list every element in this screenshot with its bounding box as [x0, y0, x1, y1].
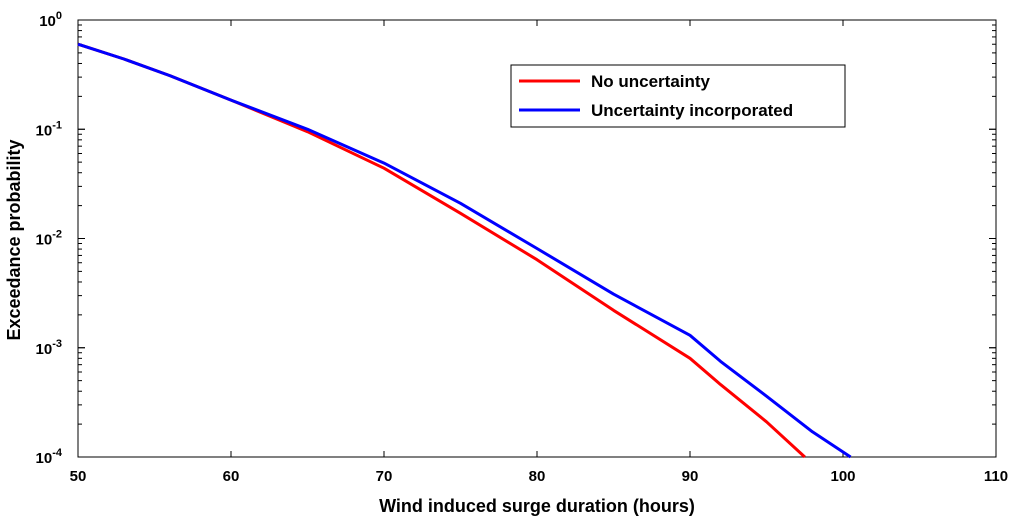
x-tick-label: 80 [529, 468, 546, 485]
y-axis-label: Exceedance probability [4, 139, 24, 340]
x-tick-label: 100 [830, 468, 855, 485]
y-tick-labels: 100 10-1 10-2 10-3 10-4 [36, 10, 63, 467]
x-axis-label: Wind induced surge duration (hours) [379, 496, 695, 516]
axis-ticks [77, 19, 997, 458]
legend-label-uncertainty-incorporated: Uncertainty incorporated [591, 101, 793, 120]
legend-box [510, 64, 846, 128]
x-tick-label: 90 [682, 468, 699, 485]
x-tick-label: 60 [223, 468, 240, 485]
series-layer [77, 42, 852, 459]
x-tick-label: 110 [984, 468, 1008, 485]
y-tick-label: 10-4 [36, 447, 63, 467]
x-tick-label: 50 [70, 468, 87, 485]
legend-label-no-uncertainty: No uncertainty [591, 72, 711, 91]
y-tick-label: 10-1 [36, 119, 62, 139]
legend: No uncertainty Uncertainty incorporated [510, 64, 846, 128]
x-tick-labels: 50 60 70 80 90 100 110 [70, 468, 1008, 485]
y-tick-label: 10-2 [36, 229, 62, 249]
y-tick-label: 100 [39, 10, 62, 30]
y-tick-label: 10-3 [36, 338, 62, 358]
x-tick-label: 70 [376, 468, 393, 485]
series-line-uncertainty-incorporated [77, 42, 852, 459]
